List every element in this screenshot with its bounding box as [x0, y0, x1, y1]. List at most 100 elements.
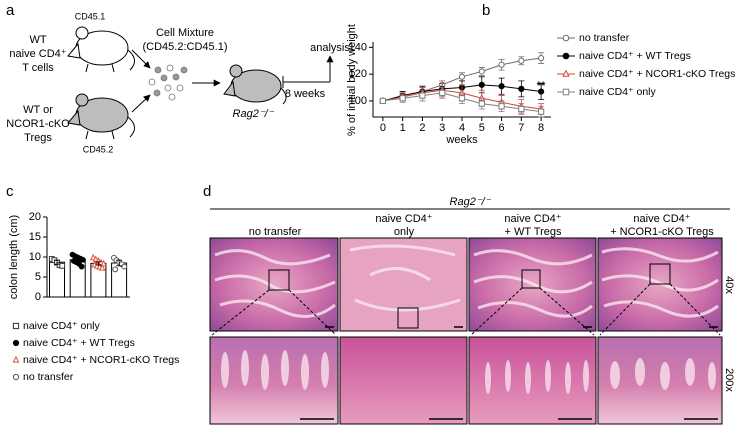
column-header: only: [394, 226, 415, 238]
donor-label: WT: [29, 34, 46, 46]
x-axis-label: weeks: [445, 134, 478, 146]
y-tick-label: 120: [349, 68, 367, 80]
column-header: no transfer: [249, 226, 302, 238]
legend-marker: [12, 355, 20, 363]
cell-mixture: [148, 64, 188, 101]
donor-label: NCOR1-cKO: [6, 118, 70, 130]
zoom-line: [211, 283, 721, 336]
panel-label: d: [203, 183, 211, 200]
marker: [478, 100, 485, 107]
marker: [538, 54, 545, 62]
mixture-label: (CD45.2:CD45.1): [143, 41, 228, 53]
y-tick-label: 5: [35, 271, 41, 283]
legend-label: naive CD4⁺ + WT Tregs: [579, 50, 691, 62]
marker: [518, 105, 525, 113]
y-axis-label: % of initial body weight: [346, 24, 358, 136]
panel-label: a: [6, 2, 15, 19]
error-bar: [54, 259, 60, 265]
diagram: WT naive CD4⁺ T cells WT or NCOR1-cKO Tr…: [6, 11, 350, 154]
legend-label: naive CD4⁺ only: [579, 86, 656, 98]
legend-marker: [12, 322, 20, 330]
group-header: Rag2⁻/⁻: [450, 196, 492, 208]
marker: [78, 263, 85, 270]
column-header: + NCOR1-cKO Tregs: [610, 226, 714, 238]
marker: [121, 263, 128, 270]
legend-label: naive CD4⁺ + NCOR1-cKO Tregs: [23, 354, 179, 366]
error-bar: [116, 259, 123, 267]
x-tick-label: 5: [479, 122, 485, 134]
marker: [379, 97, 386, 105]
y-tick-label: 100: [349, 95, 367, 107]
marker: [478, 81, 485, 88]
y-tick-label: 0: [35, 291, 41, 303]
error-bar: [74, 257, 81, 262]
endpoint-label: analysis: [310, 42, 350, 54]
marker: [80, 256, 86, 263]
y-tick-label: 140: [349, 41, 367, 53]
y-tick-label: 10: [29, 251, 41, 263]
marker: [439, 89, 446, 96]
legend-label: no transfer: [579, 32, 630, 44]
marker: [498, 61, 505, 68]
marker: [518, 57, 525, 64]
mouse-icon: [67, 26, 135, 73]
legend-label: naive CD4⁺ only: [23, 320, 100, 332]
donor-label: naive CD4⁺: [9, 48, 66, 60]
y-tick-label: 15: [29, 231, 41, 243]
column-header: naive CD4⁺: [504, 213, 561, 225]
x-tick-label: 7: [518, 122, 524, 134]
zoom-box: [268, 263, 671, 329]
marker: [498, 103, 505, 110]
legend-label: no transfer: [23, 371, 74, 383]
mouse-icon: [67, 93, 135, 140]
marker: [478, 68, 485, 75]
crypt-texture: [221, 350, 716, 394]
marker: [59, 262, 66, 269]
panel-label: b: [482, 2, 490, 19]
duration-label: 8 weeks: [285, 88, 326, 100]
marker: [112, 266, 119, 273]
recipient-label: Rag2⁻/⁻: [233, 108, 275, 120]
x-tick-label: 8: [538, 122, 544, 134]
marker: [458, 95, 466, 102]
marker: [538, 108, 545, 115]
marker: [419, 92, 426, 99]
legend-label: naive CD4⁺ + WT Tregs: [23, 337, 135, 349]
column-header: naive CD4⁺: [633, 213, 690, 225]
x-tick-label: 1: [400, 122, 406, 134]
histology: Rag2⁻/⁻ no transfer naive CD4⁺ only naiv…: [209, 196, 735, 425]
y-tick-label: 20: [29, 211, 41, 223]
y-axis-label: colon length (cm): [8, 215, 20, 299]
panel-label: c: [6, 183, 14, 200]
donor-label: WT or: [23, 104, 53, 116]
marker: [99, 264, 106, 271]
marker: [399, 95, 406, 102]
row-label: 40x: [723, 276, 735, 294]
donor-label: T cells: [22, 62, 54, 74]
weight-chart: % of initial body weight weeks ** 100120…: [346, 24, 735, 146]
marker: [458, 73, 466, 80]
arrow: [131, 49, 151, 69]
micrograph: [339, 336, 468, 425]
marker-label: CD45.2: [83, 144, 114, 154]
x-tick-label: 3: [439, 122, 445, 134]
colon-chart: colon length (cm) 0 5 10 15 20 naive CD4⁺ onl…: [8, 211, 179, 383]
legend-marker: [562, 34, 570, 42]
legend-marker: [562, 52, 570, 60]
column-header: naive CD4⁺: [375, 213, 432, 225]
error-bar: [95, 261, 102, 266]
legend-marker: [12, 339, 20, 347]
mixture-label: Cell Mixture: [156, 27, 214, 39]
x-tick-label: 6: [498, 122, 504, 134]
scale-bar: [300, 326, 718, 420]
x-tick-label: 4: [459, 122, 465, 134]
arrow: [131, 94, 151, 113]
x-tick-label: 2: [419, 122, 425, 134]
legend-marker: [562, 88, 570, 96]
mouse-icon: [223, 64, 287, 105]
legend-label: naive CD4⁺ + NCOR1-cKO Tregs: [579, 68, 735, 80]
marker: [498, 83, 505, 90]
legend-marker: [562, 69, 570, 77]
legend-marker: [12, 373, 20, 381]
